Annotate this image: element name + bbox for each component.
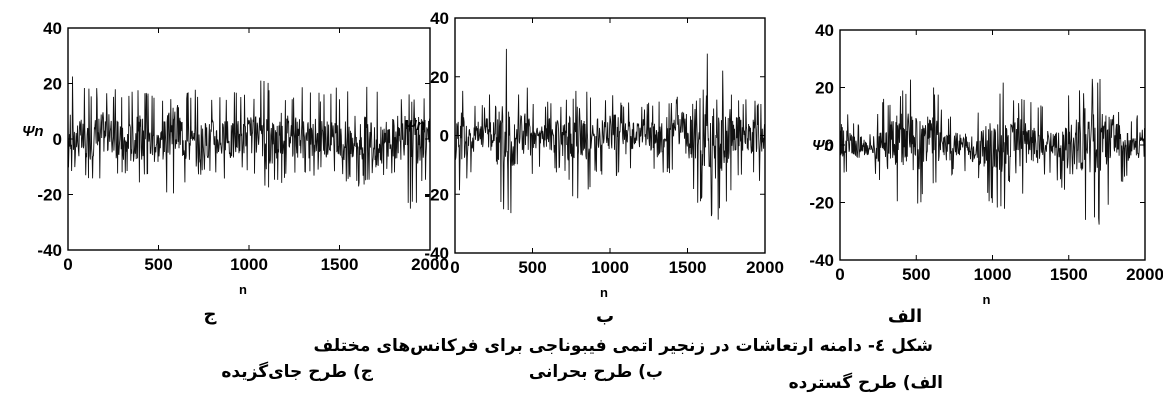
x-axis-label: n bbox=[983, 292, 991, 307]
x-axis-label: n bbox=[239, 282, 247, 297]
y-tick-label: -40 bbox=[37, 241, 62, 260]
chart-panel-a: 0 500 1000 1500 2000 40 20 0 -20 -40 Ψn n الف bbox=[809, 21, 1163, 326]
legend-localized-label: ج) طرح جای‌گزیده bbox=[221, 362, 373, 382]
x-tick-label: 1500 bbox=[321, 255, 359, 274]
chart-panel-c: 0 500 1000 1500 2000 40 20 0 -20 -40 Ψn n ج bbox=[22, 19, 449, 325]
x-tick-label: 0 bbox=[835, 265, 844, 284]
y-tick-label: 40 bbox=[815, 21, 834, 40]
y-tick-label: 40 bbox=[43, 19, 62, 38]
y-axis-label: Ψn bbox=[812, 137, 834, 154]
y-tick-label: 20 bbox=[43, 75, 62, 94]
y-tick-label: 0 bbox=[53, 130, 62, 149]
y-tick-label: 0 bbox=[825, 136, 834, 155]
y-tick-label: -20 bbox=[809, 194, 834, 213]
signal-line bbox=[67, 76, 431, 209]
chart-panel-b: 0 500 1000 1500 2000 40 20 0 -20 -40 Ψn nب bbox=[404, 9, 784, 326]
signal-line bbox=[454, 48, 766, 220]
y-tick-label: -40 bbox=[809, 251, 834, 270]
x-tick-label: 1500 bbox=[669, 258, 707, 277]
panel-label: ج bbox=[204, 304, 217, 325]
x-tick-label: 2000 bbox=[746, 258, 784, 277]
x-tick-label: 0 bbox=[63, 255, 72, 274]
signal-line bbox=[839, 78, 1146, 225]
legend-critical-label: ب) طرح بحرانی bbox=[528, 362, 663, 382]
panel-label: الف bbox=[888, 306, 922, 326]
y-tick-label: -40 bbox=[424, 244, 449, 263]
x-tick-label: 1500 bbox=[1050, 265, 1088, 284]
y-tick-label: -20 bbox=[37, 186, 62, 205]
x-axis-label: n bbox=[600, 285, 608, 300]
y-axis-label: Ψn bbox=[404, 117, 426, 134]
x-tick-label: 1000 bbox=[230, 255, 268, 274]
legend-extended-label: الف) طرح گسترده bbox=[788, 373, 943, 393]
y-tick-label: 20 bbox=[430, 68, 449, 87]
x-tick-label: 2000 bbox=[1126, 265, 1163, 284]
x-tick-label: 2000 bbox=[411, 255, 449, 274]
figure-caption: شکل ٤- دامنه ارتعاشات در زنجیر اتمی فیبو… bbox=[313, 336, 933, 356]
y-axis-label: Ψn bbox=[22, 123, 44, 140]
x-tick-label: 500 bbox=[902, 265, 930, 284]
x-tick-label: 500 bbox=[518, 258, 546, 277]
y-tick-label: 40 bbox=[430, 9, 449, 28]
y-tick-label: -20 bbox=[424, 185, 449, 204]
panel-label: ب bbox=[596, 306, 614, 326]
x-tick-label: 1000 bbox=[591, 258, 629, 277]
y-tick-label: 0 bbox=[440, 127, 449, 146]
x-tick-label: 500 bbox=[144, 255, 172, 274]
x-tick-label: 1000 bbox=[974, 265, 1012, 284]
y-tick-label: 20 bbox=[815, 79, 834, 98]
x-tick-label: 0 bbox=[450, 258, 459, 277]
